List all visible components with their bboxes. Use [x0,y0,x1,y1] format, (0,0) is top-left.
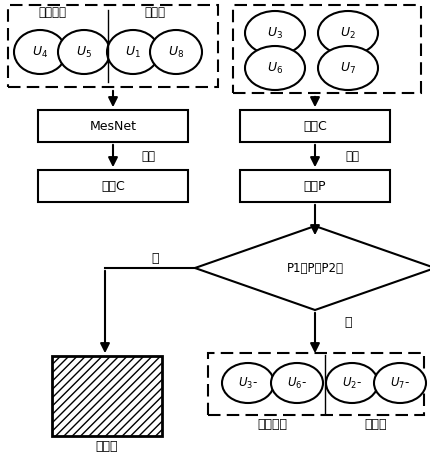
Ellipse shape [318,11,378,55]
Ellipse shape [245,46,305,90]
Ellipse shape [271,363,323,403]
Ellipse shape [374,363,426,403]
Text: $U_7$-: $U_7$- [390,375,410,390]
Text: $U_3$-: $U_3$- [238,375,258,390]
Ellipse shape [150,30,202,74]
Polygon shape [195,226,430,310]
Bar [233,5,421,93]
Text: 是: 是 [151,252,159,265]
Text: 中性帧: 中性帧 [144,7,166,19]
Text: $U_5$: $U_5$ [76,44,92,59]
Text: $U_7$: $U_7$ [340,60,356,75]
Text: 否: 否 [344,317,352,330]
Text: $U_2$-: $U_2$- [342,375,362,390]
Text: 中性帧: 中性帧 [365,417,387,430]
Text: $U_1$: $U_1$ [125,44,141,59]
Text: $U_3$: $U_3$ [267,25,283,41]
Text: $U_2$: $U_2$ [340,25,356,41]
Text: 微表情帧: 微表情帧 [257,417,287,430]
Ellipse shape [318,46,378,90]
Text: 过渡帧: 过渡帧 [96,439,118,453]
Text: 概率P: 概率P [304,179,326,193]
Text: 模型C: 模型C [101,179,125,193]
Text: $U_8$: $U_8$ [168,44,184,59]
Bar [240,110,390,142]
Text: 预测: 预测 [345,149,359,162]
Text: $U_6$-: $U_6$- [287,375,307,390]
Text: 微表情帧: 微表情帧 [38,7,66,19]
Bar [38,170,188,202]
Text: P1＜P＜P2？: P1＜P＜P2？ [286,261,344,275]
Bar [52,356,162,436]
Ellipse shape [326,363,378,403]
Text: 训练: 训练 [141,149,155,162]
Text: $U_6$: $U_6$ [267,60,283,75]
Bar [8,5,218,87]
Ellipse shape [58,30,110,74]
Bar [240,170,390,202]
Text: $U_4$: $U_4$ [32,44,48,59]
Bar [38,110,188,142]
Bar [208,353,424,415]
Ellipse shape [14,30,66,74]
Text: MesNet: MesNet [89,120,136,132]
Ellipse shape [245,11,305,55]
Text: 模型C: 模型C [303,120,327,132]
Bar [233,5,421,93]
Ellipse shape [107,30,159,74]
Ellipse shape [222,363,274,403]
